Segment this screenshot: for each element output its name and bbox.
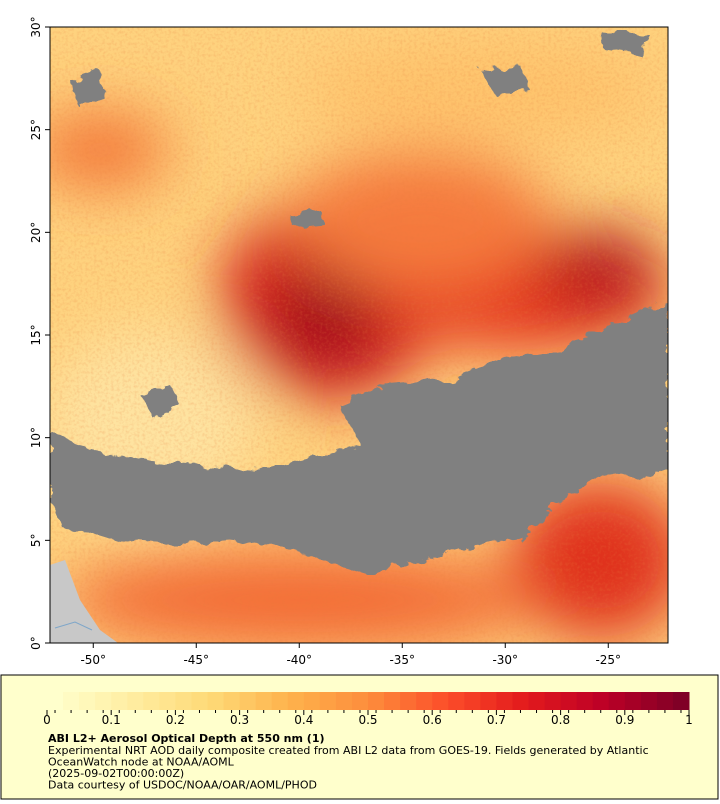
colorbar-tick-label: 0.5 [358, 713, 377, 727]
lat-tick-label: 30° [29, 16, 43, 37]
lat-tick-label: 10° [29, 427, 43, 448]
colorbar-swatch [624, 692, 642, 710]
colorbar-swatch [608, 692, 626, 710]
colorbar-tick-label: 0.1 [102, 713, 121, 727]
colorbar-tick-label: 0.2 [166, 713, 185, 727]
lon-tick-label: -35° [389, 653, 415, 667]
colorbar-swatch [191, 692, 208, 710]
colorbar-swatch [416, 692, 433, 710]
colorbar-swatch [255, 692, 273, 710]
colorbar-swatch [368, 692, 385, 710]
colorbar-swatch [127, 692, 144, 710]
caption-line: OceanWatch node at NOAA/AOML [48, 756, 235, 769]
colorbar-swatch [47, 692, 64, 710]
colorbar-tick-label: 0.6 [423, 713, 442, 727]
colorbar-swatch [640, 692, 658, 710]
colorbar-swatch [528, 692, 546, 710]
colorbar-swatch [175, 692, 192, 710]
lon-tick-label: -25° [595, 653, 621, 667]
colorbar-swatch [143, 692, 160, 710]
colorbar-swatch [79, 692, 96, 710]
colorbar-swatch [544, 692, 562, 710]
colorbar-swatch [400, 692, 417, 710]
colorbar-swatch [464, 692, 481, 710]
colorbar-swatch [432, 692, 449, 710]
colorbar-swatch [111, 692, 128, 710]
lon-tick-label: -45° [183, 653, 209, 667]
colorbar-tick-label: 0.8 [551, 713, 570, 727]
aod-field [50, 27, 668, 643]
colorbar-swatch [592, 692, 610, 710]
colorbar-tick-label: 1 [685, 713, 693, 727]
lat-tick-label: 15° [29, 324, 43, 345]
colorbar-swatch [576, 692, 594, 710]
colorbar-swatch [207, 692, 225, 710]
colorbar-swatch [672, 692, 690, 710]
lon-tick-label: -40° [286, 653, 312, 667]
colorbar-swatch [287, 692, 305, 710]
caption-line: Experimental NRT AOD daily composite cre… [48, 744, 649, 757]
colorbar-tick-label: 0 [43, 713, 51, 727]
colorbar-tick-label: 0.7 [487, 713, 506, 727]
colorbar-swatch [95, 692, 112, 710]
colorbar-swatch [335, 692, 353, 710]
lat-tick-label: 0° [29, 636, 43, 650]
caption-line: (2025-09-02T00:00:00Z) [48, 767, 184, 780]
lon-tick-label: -30° [492, 653, 518, 667]
colorbar-swatch [63, 692, 80, 710]
lat-tick-label: 25° [29, 119, 43, 140]
caption-title: ABI L2+ Aerosol Optical Depth at 550 nm … [48, 732, 325, 745]
lon-tick-label: -50° [80, 653, 106, 667]
colorbar-swatch [239, 692, 257, 710]
colorbar-swatch [512, 692, 529, 710]
colorbar-swatch [319, 692, 337, 710]
colorbar-swatch [271, 692, 289, 710]
colorbar-swatch [351, 692, 369, 710]
colorbar-swatch [480, 692, 497, 710]
colorbar-swatch [159, 692, 176, 710]
colorbar-swatch [303, 692, 321, 710]
colorbar-swatch [496, 692, 513, 710]
caption-line: Data courtesy of USDOC/NOAA/OAR/AOML/PHO… [48, 779, 317, 792]
lat-tick-label: 20° [29, 222, 43, 243]
colorbar-swatch [384, 692, 401, 710]
colorbar-swatch [560, 692, 578, 710]
colorbar-tick-label: 0.3 [230, 713, 249, 727]
colorbar-tick-label: 0.9 [615, 713, 634, 727]
colorbar-swatch [656, 692, 674, 710]
colorbar-swatch [223, 692, 241, 710]
colorbar-swatch [448, 692, 465, 710]
colorbar-tick-label: 0.4 [294, 713, 313, 727]
lat-tick-label: 5° [29, 534, 43, 548]
